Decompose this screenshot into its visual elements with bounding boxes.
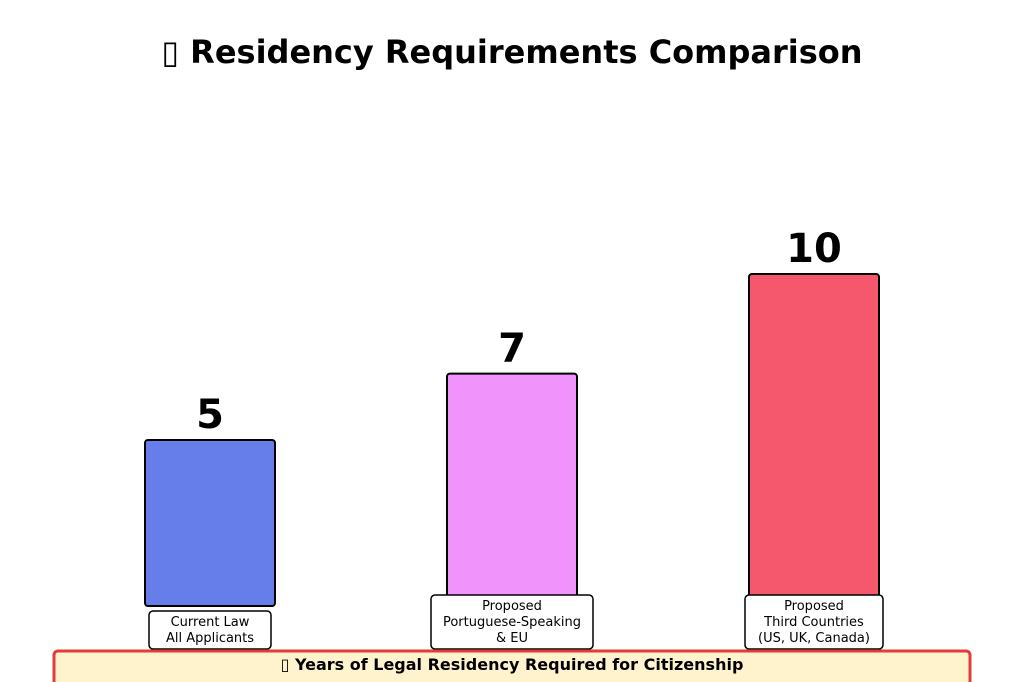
category-label: Proposed (784, 599, 844, 614)
category-label: Portuguese-Speaking (443, 615, 581, 630)
value-label: 10 (786, 226, 842, 272)
bar (446, 372, 578, 607)
category-label: All Applicants (166, 631, 254, 646)
category-label-box (744, 594, 884, 650)
category-label: Current Law (171, 615, 250, 630)
category-label: Third Countries (763, 615, 864, 630)
value-label: 7 (498, 326, 526, 372)
category-label: Proposed (482, 599, 542, 614)
category-label: & EU (496, 631, 528, 646)
value-label: 5 (196, 392, 224, 438)
bar (748, 273, 880, 607)
footer-banner (52, 649, 972, 682)
category-label-box (148, 610, 272, 650)
footer-text: ▯ Years of Legal Residency Required for … (281, 655, 744, 674)
category-label: (US, UK, Canada) (758, 631, 870, 646)
chart-title: ▯ Residency Requirements Comparison (161, 33, 862, 71)
bar (144, 439, 276, 607)
category-label-box (430, 594, 594, 650)
